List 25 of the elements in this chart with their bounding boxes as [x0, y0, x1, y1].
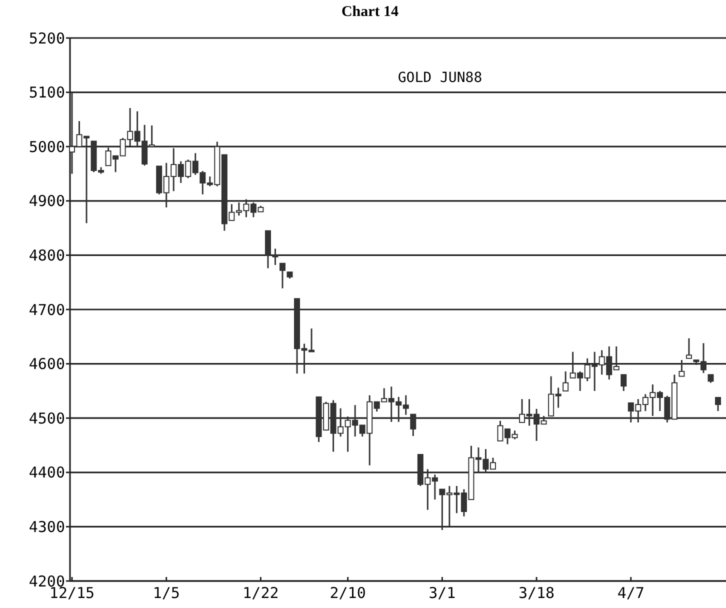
x-tick-label: 4/7	[617, 584, 644, 602]
candlestick	[562, 370, 569, 392]
y-tick-label: 4400	[28, 464, 65, 482]
candlestick	[715, 396, 721, 412]
x-tick-label: 1/22	[242, 584, 279, 602]
candlestick	[410, 414, 416, 437]
y-tick-label: 5100	[28, 84, 65, 102]
y-tick-label: 4500	[28, 409, 65, 428]
y-tick-label: 4300	[28, 518, 65, 536]
annotation: GOLD JUN88	[398, 70, 482, 86]
x-tick-label: 3/18	[518, 584, 555, 602]
y-tick-label: 4700	[28, 300, 65, 319]
y-tick-label: 5200	[28, 29, 65, 48]
x-tick-label: 2/10	[330, 584, 366, 602]
candlestick	[678, 359, 685, 378]
x-tick-label: 1/5	[152, 584, 180, 602]
y-tick-label: 5000	[28, 138, 65, 156]
x-tick-label: 3/1	[428, 584, 456, 602]
y-tick-label: 4800	[28, 246, 65, 264]
y-tick-label: 4900	[28, 192, 65, 210]
candlestick	[620, 374, 627, 392]
candlestick	[686, 338, 692, 360]
candlestick	[279, 262, 286, 290]
chart-title: Chart 14	[341, 4, 400, 20]
y-tick-label: 4600	[28, 355, 65, 374]
